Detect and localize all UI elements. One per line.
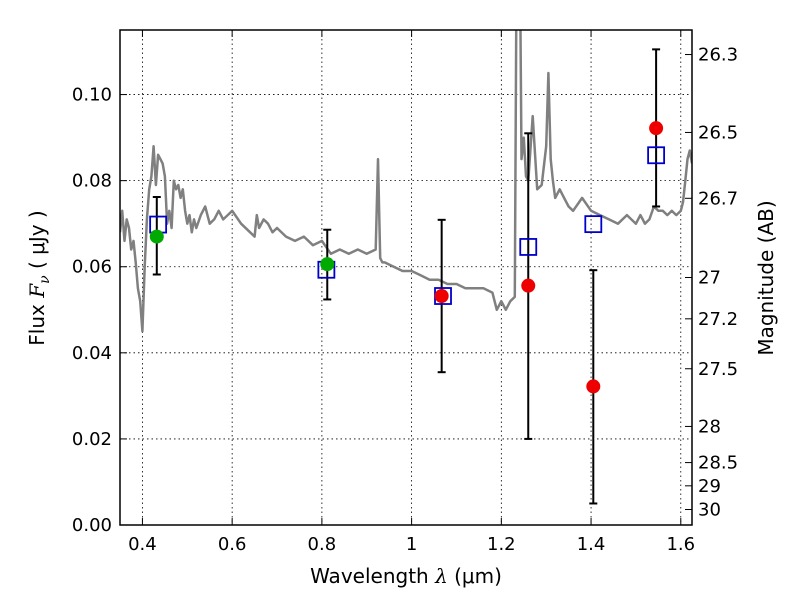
y-axis-label: Flux Fν ( μJy ): [25, 210, 53, 345]
x-tick-label: 0.4: [128, 534, 157, 555]
optical-detection-point: [149, 229, 164, 244]
y-tick-label: 0.00: [72, 515, 112, 536]
y2-tick-label: 27.5: [698, 359, 738, 380]
y2-axis-label: Magnitude (AB): [754, 200, 778, 355]
model-spectrum: [120, 30, 692, 333]
y2-tick-label: 28.5: [698, 453, 738, 474]
nir-detection-point: [521, 278, 536, 293]
y-tick-label: 0.06: [72, 257, 112, 278]
optical-detection-point: [320, 257, 335, 272]
model-photometry-square: [584, 215, 603, 234]
nir-detection-point: [649, 121, 664, 136]
y2-tick-label: 30: [698, 500, 721, 521]
y-tick-label: 0.10: [72, 85, 112, 106]
nir-detection-point: [434, 289, 449, 304]
y-tick-label: 0.04: [72, 343, 112, 364]
x-tick-label: 1.6: [666, 534, 695, 555]
y-tick-label: 0.02: [72, 429, 112, 450]
y-tick-label: 0.08: [72, 171, 112, 192]
y2-tick-label: 28: [698, 416, 721, 437]
y2-tick-label: 27.2: [698, 309, 738, 330]
grid: [120, 30, 692, 525]
plot-frame: [119, 29, 693, 526]
model-spectrum-line: [120, 30, 692, 333]
x-tick-label: 1: [406, 534, 417, 555]
x-tick-label: 0.8: [308, 534, 337, 555]
x-tick-label: 1.2: [487, 534, 516, 555]
x-tick-label: 1.4: [577, 534, 606, 555]
x-tick-label: 0.6: [218, 534, 247, 555]
nir-detection-point: [586, 379, 601, 394]
error-bars: [152, 48, 661, 505]
y2-tick-label: 26.5: [698, 122, 738, 143]
model-photometry-square: [647, 146, 666, 165]
model-photometry-square: [519, 238, 538, 256]
y2-tick-label: 26.7: [698, 188, 738, 209]
y2-tick-label: 27: [698, 268, 721, 289]
y2-tick-label: 26.3: [698, 45, 738, 66]
y2-tick-label: 29: [698, 476, 721, 497]
axis-ticks: 0.4 0.6 0.8 1 1.2 1.4 1.6 0.00 0.02 0.04 0.06 0.08 0…: [72, 30, 738, 555]
data-markers: [149, 121, 666, 394]
x-axis-label: Wavelength λ (μm): [310, 564, 502, 588]
